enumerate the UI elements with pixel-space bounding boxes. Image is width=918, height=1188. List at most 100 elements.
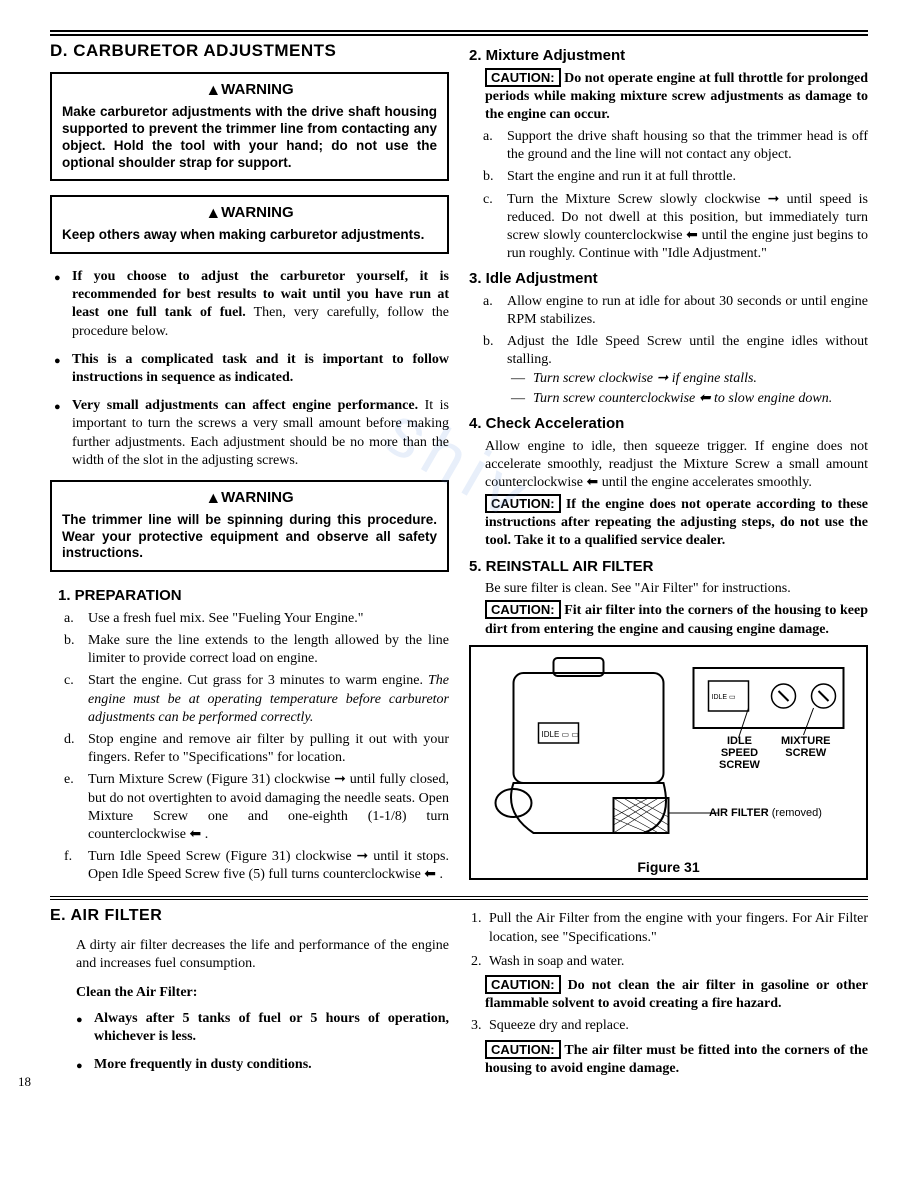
fig-label-idle: IDLESPEEDSCREW: [719, 735, 760, 771]
list-item: Very small adjustments can affect engine…: [72, 397, 449, 470]
fig-label-filter: AIR FILTER (removed): [709, 807, 822, 819]
fig-label-mixture: MIXTURESCREW: [781, 735, 831, 759]
list-item: b.Make sure the line extends to the leng…: [88, 632, 449, 668]
caution-label: CAUTION:: [485, 494, 561, 513]
list-item: a.Allow engine to run at idle for about …: [507, 293, 868, 329]
item-label: e.: [64, 771, 84, 789]
filter-steps: 1. Pull the Air Filter from the engine wi…: [469, 910, 868, 971]
figure-caption: Figure 31: [471, 858, 866, 876]
filter-caution-1: CAUTION: Do not clean the air filter in …: [485, 977, 868, 1013]
item-label: d.: [64, 731, 84, 749]
item-text: Stop engine and remove air filter by pul…: [88, 732, 449, 765]
right-column: 2. Mixture Adjustment CAUTION: Do not op…: [469, 40, 868, 888]
item-text: Allow engine to run at idle for about 30…: [507, 294, 868, 327]
list-item: Turn screw clockwise ➞ if engine stalls.: [533, 370, 868, 388]
item-label: c.: [64, 672, 84, 690]
item-text: Start the engine and run it at full thro…: [507, 169, 736, 184]
item-text: Pull the Air Filter from the engine with…: [489, 911, 868, 944]
page-number: 18: [18, 1074, 31, 1091]
intro-bullets: If you choose to adjust the carburetor y…: [50, 268, 449, 470]
section-d-columns: D. CARBURETOR ADJUSTMENTS ▲WARNING Make …: [50, 40, 868, 888]
reinstall-caution-para: CAUTION: Fit air filter into the corners…: [485, 602, 868, 638]
left-column: D. CARBURETOR ADJUSTMENTS ▲WARNING Make …: [50, 40, 449, 888]
caution-label: CAUTION:: [485, 68, 561, 87]
item-label: f.: [64, 848, 84, 866]
item-text: Turn Idle Speed Screw (Figure 31) clockw…: [88, 849, 449, 882]
list-item: 2.Wash in soap and water.: [489, 953, 868, 971]
list-item: b.Start the engine and run it at full th…: [507, 168, 868, 186]
section-e-title: E. AIR FILTER: [50, 906, 449, 927]
caution-label: CAUTION:: [485, 600, 561, 619]
item-label: 2.: [471, 953, 482, 971]
item-label: b.: [483, 168, 503, 186]
item-label: 3.: [471, 1017, 482, 1035]
item-text: Wash in soap and water.: [489, 954, 624, 969]
warning-3-head: ▲WARNING: [62, 488, 437, 510]
list-item: f.Turn Idle Speed Screw (Figure 31) cloc…: [88, 848, 449, 884]
item-label: a.: [64, 610, 84, 628]
list-item: If you choose to adjust the carburetor y…: [72, 268, 449, 341]
warning-triangle-icon: ▲: [205, 81, 221, 102]
item-label: a.: [483, 293, 503, 311]
accel-title: 4. Check Acceleration: [469, 414, 868, 434]
item-label: b.: [483, 333, 503, 351]
section-divider: [50, 896, 868, 900]
warning-1-body: Make carburetor adjustments with the dri…: [62, 104, 437, 172]
item-text: Turn the Mixture Screw slowly clockwise …: [507, 192, 868, 262]
warning-2-body: Keep others away when making carburetor …: [62, 227, 437, 244]
list-item: e.Turn Mixture Screw (Figure 31) clockwi…: [88, 771, 449, 844]
reinstall-line1: Be sure filter is clean. See "Air Filter…: [485, 580, 868, 598]
list-item: 3.Squeeze dry and replace.: [489, 1017, 868, 1035]
dash-text: Turn screw counterclockwise ⬅ to slow en…: [533, 391, 832, 406]
figure-31-box: IDLE ▭ ▭ IDLE ▭: [469, 645, 868, 880]
item-text: Start the engine. Cut grass for 3 minute…: [88, 673, 428, 688]
bullet-bold: Very small adjustments can affect engine…: [72, 398, 418, 413]
item-text: Make sure the line extends to the length…: [88, 633, 449, 666]
item-label: c.: [483, 191, 503, 209]
mixture-title: 2. Mixture Adjustment: [469, 46, 868, 66]
warning-2-head: ▲WARNING: [62, 203, 437, 225]
warning-triangle-icon: ▲: [205, 204, 221, 225]
list-item: More frequently in dusty conditions.: [94, 1056, 449, 1074]
list-item: Turn screw counterclockwise ⬅ to slow en…: [533, 390, 868, 408]
list-item: d.Stop engine and remove air filter by p…: [88, 731, 449, 767]
item-label: b.: [64, 632, 84, 650]
preparation-list: a.Use a fresh fuel mix. See "Fueling You…: [50, 610, 449, 885]
list-item: Always after 5 tanks of fuel or 5 hours …: [94, 1010, 449, 1046]
warning-1-head: ▲WARNING: [62, 80, 437, 102]
caution-label: CAUTION:: [485, 975, 561, 994]
warning-1-head-text: WARNING: [221, 81, 294, 98]
list-item: a.Support the drive shaft housing so tha…: [507, 128, 868, 164]
item-label: 1.: [471, 910, 482, 928]
clean-bullets: Always after 5 tanks of fuel or 5 hours …: [50, 1010, 449, 1075]
warning-box-3: ▲WARNING The trimmer line will be spinni…: [50, 480, 449, 572]
bullet-bold: This is a complicated task and it is imp…: [72, 352, 449, 385]
section-d-title: D. CARBURETOR ADJUSTMENTS: [50, 40, 449, 62]
warning-box-1: ▲WARNING Make carburetor adjustments wit…: [50, 72, 449, 181]
clean-head: Clean the Air Filter:: [76, 984, 449, 1002]
section-e-left: E. AIR FILTER A dirty air filter decreas…: [50, 906, 449, 1084]
warning-3-body: The trimmer line will be spinning during…: [62, 512, 437, 563]
item-text: Support the drive shaft housing so that …: [507, 129, 868, 162]
mixture-list: a.Support the drive shaft housing so tha…: [469, 128, 868, 263]
item-text: Squeeze dry and replace.: [489, 1018, 629, 1033]
accel-caution-para: CAUTION: If the engine does not operate …: [485, 496, 868, 551]
warning-triangle-icon: ▲: [205, 489, 221, 510]
svg-text:IDLE ▭: IDLE ▭: [712, 694, 736, 701]
item-text: Adjust the Idle Speed Screw until the en…: [507, 334, 868, 367]
idle-title: 3. Idle Adjustment: [469, 269, 868, 289]
section-e-right: 1. Pull the Air Filter from the engine wi…: [469, 906, 868, 1084]
section-e-columns: E. AIR FILTER A dirty air filter decreas…: [50, 906, 868, 1084]
caution-label: CAUTION:: [485, 1040, 561, 1059]
list-item: b.Adjust the Idle Speed Screw until the …: [507, 333, 868, 408]
filter-caution-2: CAUTION: The air filter must be fitted i…: [485, 1042, 868, 1078]
section-e-intro: A dirty air filter decreases the life an…: [76, 937, 449, 973]
filter-step-3: 3. Squeeze dry and replace.: [469, 1017, 868, 1035]
list-item: c.Turn the Mixture Screw slowly clockwis…: [507, 191, 868, 264]
list-item: 1.Pull the Air Filter from the engine wi…: [489, 910, 868, 946]
preparation-title: 1. PREPARATION: [58, 586, 449, 606]
mixture-caution-para: CAUTION: Do not operate engine at full t…: [485, 70, 868, 125]
list-item: This is a complicated task and it is imp…: [72, 351, 449, 387]
idle-list: a.Allow engine to run at idle for about …: [469, 293, 868, 408]
list-item: c.Start the engine. Cut grass for 3 minu…: [88, 672, 449, 727]
